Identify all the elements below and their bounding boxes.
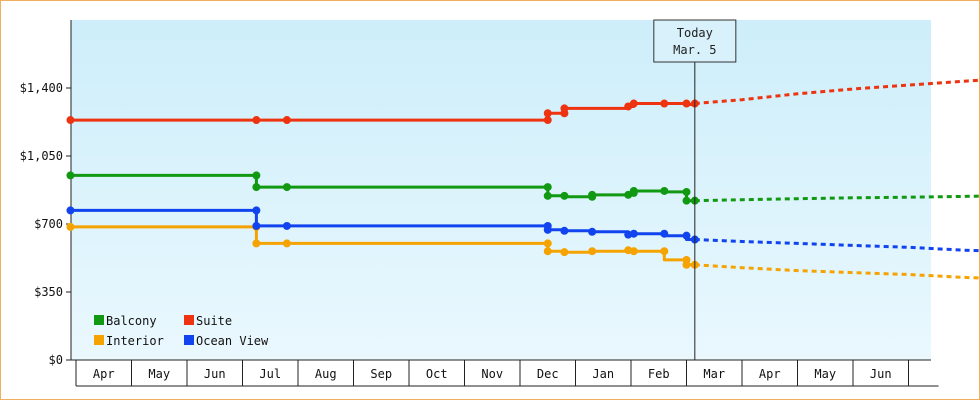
data-point [282, 183, 291, 192]
data-point [282, 221, 291, 230]
data-point [660, 99, 669, 108]
x-tick-label: Aug [315, 367, 337, 381]
data-point [543, 239, 552, 248]
data-point [252, 116, 261, 125]
y-tick-label: $1,400 [20, 81, 63, 95]
y-tick-label: $1,050 [20, 149, 63, 163]
data-point [682, 187, 691, 196]
data-point [629, 229, 638, 238]
legend-item: Ocean View [184, 334, 269, 348]
data-point [660, 186, 669, 195]
data-point [560, 248, 569, 257]
data-point [682, 231, 691, 240]
data-point [252, 171, 261, 180]
data-point [543, 247, 552, 256]
x-tick-label: Oct [426, 367, 448, 381]
legend-swatch [184, 335, 194, 345]
legend-label: Interior [106, 334, 164, 348]
data-point [543, 116, 552, 125]
legend-label: Ocean View [196, 334, 269, 348]
legend-label: Balcony [106, 314, 157, 328]
x-tick-label: Nov [481, 367, 503, 381]
series-suite [66, 78, 980, 125]
forecast-line [694, 194, 980, 203]
legend-swatch [184, 315, 194, 325]
data-point [252, 183, 261, 192]
data-point [543, 109, 552, 118]
legend-swatch [94, 335, 104, 345]
data-point [660, 247, 669, 256]
data-point [560, 104, 569, 113]
data-point [543, 183, 552, 192]
data-point [66, 222, 75, 231]
data-point [252, 239, 261, 248]
legend-swatch [94, 315, 104, 325]
data-point [543, 191, 552, 200]
data-point [66, 116, 75, 125]
x-tick-label: May [814, 367, 836, 381]
data-point [588, 190, 597, 199]
data-point [560, 191, 569, 200]
forecast-line [694, 263, 980, 280]
x-tick-label: Apr [93, 367, 115, 381]
x-tick-label: Jun [870, 367, 892, 381]
y-tick-label: $0 [49, 353, 63, 367]
data-point [682, 196, 691, 205]
data-point [252, 221, 261, 230]
x-tick-label: Jan [592, 367, 614, 381]
forecast-line [694, 238, 980, 253]
y-tick-label: $700 [34, 217, 63, 231]
data-point [252, 206, 261, 215]
data-point [588, 227, 597, 236]
data-point [629, 99, 638, 108]
data-point [543, 225, 552, 234]
today-label: Today [677, 26, 713, 40]
series-balcony [66, 171, 980, 205]
series-interior [66, 222, 980, 280]
plot-background [71, 20, 931, 360]
legend-item: Interior [94, 334, 164, 348]
x-tick-label: Jun [204, 367, 226, 381]
today-date: Mar. 5 [673, 43, 716, 57]
today-box [653, 19, 737, 63]
legend-label: Suite [196, 314, 232, 328]
x-tick-label: Feb [648, 367, 670, 381]
legend-item: Balcony [94, 314, 157, 328]
x-tick-label: Apr [759, 367, 781, 381]
data-point [629, 186, 638, 195]
series-ocean-view [66, 206, 980, 253]
data-point [282, 116, 291, 125]
x-tick-label: May [148, 367, 170, 381]
x-tick-label: Mar [703, 367, 725, 381]
forecast-line [694, 78, 980, 105]
data-point [66, 206, 75, 215]
data-point [560, 226, 569, 235]
legend-item: Suite [184, 314, 232, 328]
data-point [66, 171, 75, 180]
data-point [660, 229, 669, 238]
data-point [682, 99, 691, 108]
data-point [588, 247, 597, 256]
y-tick-label: $350 [34, 285, 63, 299]
data-point [682, 260, 691, 269]
x-tick-label: Sep [370, 367, 392, 381]
x-tick-label: Dec [537, 367, 559, 381]
data-point [629, 247, 638, 256]
x-tick-label: Jul [259, 367, 281, 381]
data-point [282, 239, 291, 248]
